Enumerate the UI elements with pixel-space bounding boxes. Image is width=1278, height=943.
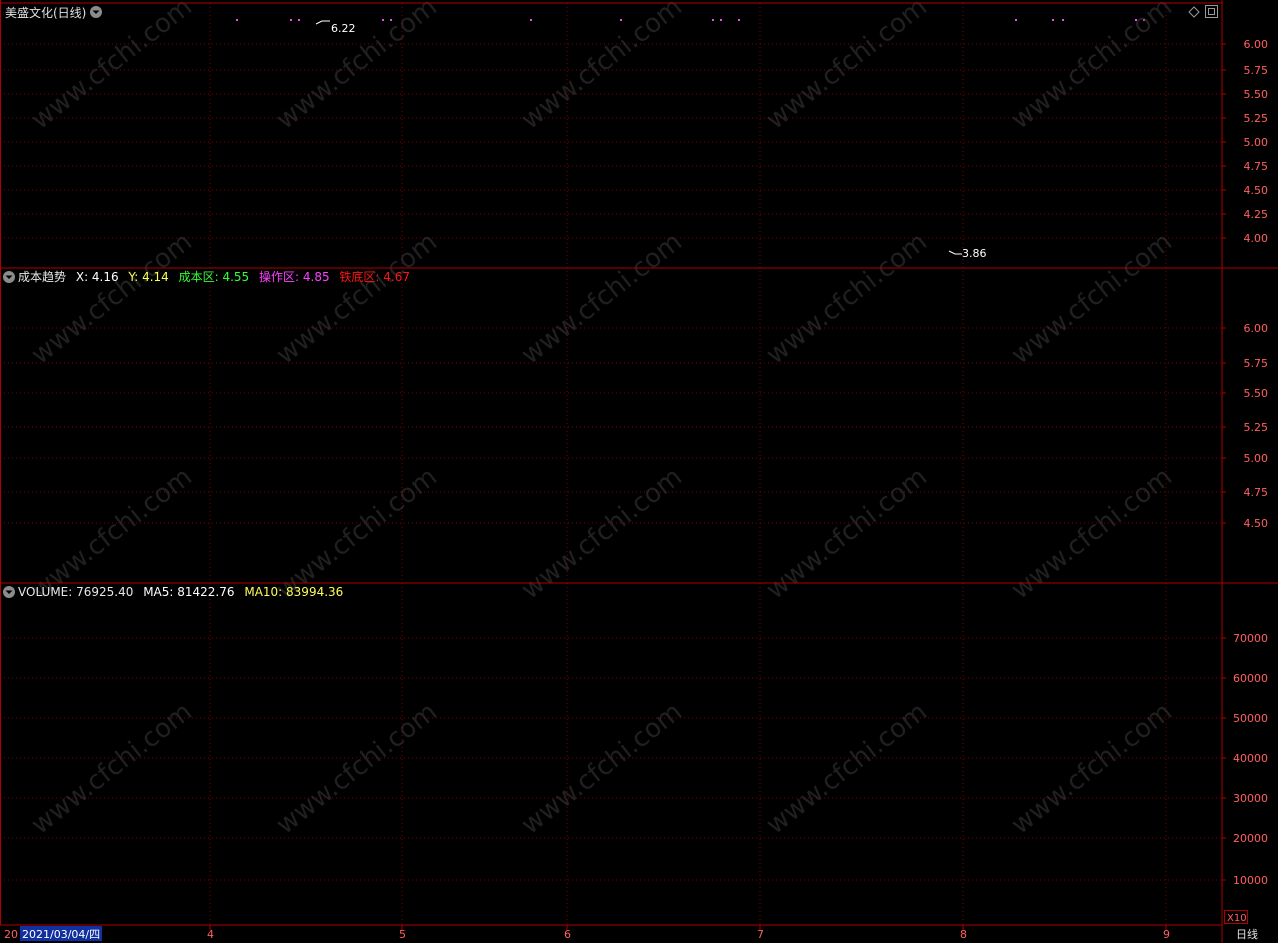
y-value-label: Y: 4.14 <box>127 270 168 284</box>
svg-text:VOLUME: 76925.40 MA5: 81: VOLUME: 76925.40 MA5: 81422.76 MA10: 839… <box>18 585 343 599</box>
selected-date-box <box>20 926 102 941</box>
diamond-icon[interactable] <box>1188 6 1200 18</box>
iron-bottom-label: 铁底区: 4.67 <box>339 269 410 284</box>
axis-label: 4.00 <box>1244 232 1269 245</box>
period-label[interactable]: 日线 <box>1236 927 1258 941</box>
cost-zone-label: 成本区: 4.55 <box>179 270 250 284</box>
signal-marker <box>738 19 740 21</box>
maximize-icon[interactable] <box>1205 5 1218 18</box>
price-axes: 6.00 5.75 5.50 5.25 5.00 4.75 4.50 4.25 4.00 6.00… <box>1222 38 1268 887</box>
axis-label: 50000 <box>1233 712 1268 725</box>
axis-label: 30000 <box>1233 792 1268 805</box>
volume-legend: VOLUME: 76925.40 MA5: 81422.76 MA10: 839… <box>3 585 343 599</box>
axis-label: 4.50 <box>1244 517 1269 530</box>
signal-marker <box>382 19 384 21</box>
min-pointer <box>948 250 962 255</box>
axis-label: 5.75 <box>1244 64 1269 77</box>
axis-label: 4.25 <box>1244 208 1269 221</box>
signal-marker <box>1015 19 1017 21</box>
window-controls <box>1188 5 1218 18</box>
operation-zone-label: 操作区: 4.85 <box>259 269 330 284</box>
dropdown-arrow-icon[interactable] <box>3 271 15 283</box>
max-pointer <box>315 20 330 25</box>
price-annotations: 6.22 3.86 <box>315 20 987 260</box>
axis-label: 5.50 <box>1244 387 1269 400</box>
axis-label: 5.00 <box>1244 452 1269 465</box>
scale-box <box>1224 910 1248 924</box>
month-label: 6 <box>564 928 571 941</box>
signal-marker <box>390 19 392 21</box>
axis-label: 6.00 <box>1244 322 1269 335</box>
axis-label: 4.75 <box>1244 160 1269 173</box>
stock-title: 美盛文化(日线) <box>5 5 86 20</box>
month-label: 9 <box>1163 928 1170 941</box>
signal-marker <box>712 19 714 21</box>
dropdown-arrow-icon[interactable] <box>90 6 102 18</box>
signal-marker <box>530 19 532 21</box>
header-bar: 美盛文化(日线) <box>5 5 1218 20</box>
axis-label: 40000 <box>1233 752 1268 765</box>
month-label: 5 <box>399 928 406 941</box>
signal-marker <box>298 19 300 21</box>
axis-label: 20000 <box>1233 832 1268 845</box>
signal-marker <box>620 19 622 21</box>
signal-marker <box>290 19 292 21</box>
min-price-label: 3.86 <box>962 247 987 260</box>
x-value-label: X: 4.16 <box>76 270 119 284</box>
signal-marker <box>1135 19 1137 21</box>
indicator-legend: 成本趋势 X: 4.16 Y: 4.14 成本区: 4.55 操作区: 4.85… <box>3 269 410 284</box>
selected-date: 2021/03/04/四 <box>22 928 100 941</box>
signal-marker <box>1143 19 1145 21</box>
max-price-label: 6.22 <box>331 22 356 35</box>
volume-scale-label: X10 <box>1227 913 1247 924</box>
indicator-name: 成本趋势 <box>18 270 66 284</box>
ma10-label: MA10: 83994.36 <box>244 585 343 599</box>
ma5-label: MA5: 81422.76 <box>143 585 234 599</box>
axis-label: 4.75 <box>1244 486 1269 499</box>
axis-label: 6.00 <box>1244 38 1269 51</box>
axis-label: 70000 <box>1233 632 1268 645</box>
grid-lines <box>0 3 1222 925</box>
axis-label: 5.00 <box>1244 136 1269 149</box>
month-label: 7 <box>757 928 764 941</box>
axis-label: 60000 <box>1233 672 1268 685</box>
axis-label: 5.25 <box>1244 112 1269 125</box>
signal-marker <box>1062 19 1064 21</box>
volume-value-label: VOLUME: 76925.40 <box>18 585 133 599</box>
axis-label: 4.50 <box>1244 184 1269 197</box>
month-label: 4 <box>207 928 214 941</box>
axis-label: 5.50 <box>1244 88 1269 101</box>
footer-bar: 20 2021/03/04/四 4 5 6 7 8 9 X10 日线 <box>4 910 1258 941</box>
month-label: 8 <box>960 928 967 941</box>
signal-marker <box>720 19 722 21</box>
dropdown-arrow-icon[interactable] <box>3 586 15 598</box>
year-stub: 20 <box>4 928 18 941</box>
signal-marker <box>236 19 238 21</box>
month-ticks: 4 5 6 7 8 9 <box>207 925 1170 941</box>
signal-marker <box>1052 19 1054 21</box>
axis-label: 5.75 <box>1244 357 1269 370</box>
svg-text:成本趋势 X: 4.16 Y: 4.: 成本趋势 X: 4.16 Y: 4.14 成本区: 4.55 操作区: 4.85… <box>18 269 410 284</box>
axis-label: 10000 <box>1233 874 1268 887</box>
axis-label: 5.25 <box>1244 421 1269 434</box>
